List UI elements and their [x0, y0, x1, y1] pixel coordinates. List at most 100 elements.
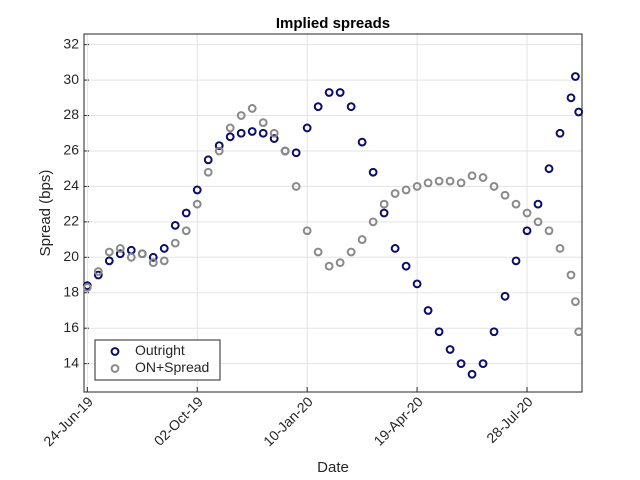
data-point — [456, 178, 466, 188]
data-point — [544, 164, 554, 174]
data-point — [203, 167, 213, 177]
data-point — [203, 155, 213, 165]
data-point — [571, 297, 580, 307]
data-point — [126, 252, 136, 262]
data-point — [291, 148, 301, 158]
y-tick-label: 14 — [63, 354, 79, 370]
data-point — [489, 327, 499, 337]
data-point — [522, 226, 532, 236]
data-point — [368, 217, 378, 227]
data-point — [412, 279, 422, 289]
y-tick-label: 16 — [63, 319, 79, 335]
data-point — [445, 345, 455, 354]
data-point — [368, 167, 378, 177]
data-point — [533, 217, 543, 227]
data-point — [104, 247, 114, 257]
data-point — [500, 291, 510, 301]
data-point — [574, 327, 584, 337]
data-point — [357, 235, 367, 244]
data-point — [335, 88, 345, 97]
data-point — [181, 226, 191, 236]
data-point — [544, 226, 554, 236]
data-point — [291, 182, 301, 191]
data-point — [445, 176, 455, 186]
y-tick-label: 32 — [63, 35, 79, 51]
data-point — [82, 283, 92, 292]
data-point — [478, 359, 488, 369]
data-point — [434, 176, 444, 186]
data-point — [401, 185, 411, 195]
legend-label: Outright — [135, 342, 185, 358]
data-point — [522, 208, 532, 218]
data-point — [574, 107, 584, 117]
data-point — [258, 118, 268, 128]
data-point — [555, 244, 565, 253]
data-point — [148, 258, 158, 268]
data-point — [302, 226, 312, 236]
y-tick-label: 26 — [63, 142, 79, 158]
data-point — [324, 261, 334, 271]
y-axis-label: Spread (bps) — [37, 170, 54, 257]
data-point — [225, 132, 235, 142]
y-tick-label: 24 — [63, 177, 79, 193]
data-point — [93, 270, 103, 280]
data-point — [115, 249, 125, 259]
data-point — [423, 178, 433, 188]
data-point — [566, 270, 576, 280]
legend-label: ON+Spread — [135, 359, 209, 375]
data-point — [302, 123, 312, 133]
data-point — [511, 256, 521, 266]
data-point — [214, 146, 224, 156]
data-point — [511, 199, 521, 209]
y-tick-label: 28 — [63, 106, 79, 122]
data-point — [489, 182, 499, 191]
data-point — [236, 111, 246, 120]
data-point — [170, 221, 180, 230]
data-point — [313, 247, 323, 257]
x-axis-label: Date — [317, 459, 349, 476]
legend-marker — [110, 364, 120, 373]
y-tick-label: 22 — [63, 213, 79, 229]
data-point — [258, 128, 268, 138]
data-point — [104, 256, 114, 266]
data-point — [181, 208, 191, 218]
data-point — [148, 252, 158, 262]
data-point — [192, 185, 202, 195]
data-point — [478, 173, 488, 182]
data-point — [324, 88, 334, 97]
data-point — [247, 127, 257, 136]
chart-title: Implied spreads — [276, 15, 390, 32]
plot-frame — [83, 33, 583, 393]
data-point — [390, 189, 400, 198]
data-point — [346, 102, 356, 112]
data-point — [313, 102, 323, 112]
data-point — [137, 249, 147, 259]
data-point — [467, 369, 477, 379]
data-point — [214, 141, 224, 151]
data-point — [390, 244, 400, 253]
data-point — [423, 306, 433, 315]
y-tick-label: 30 — [63, 71, 79, 87]
data-point — [159, 244, 169, 253]
legend-marker — [110, 347, 120, 356]
data-point — [280, 146, 290, 156]
data-point — [412, 182, 422, 191]
data-point — [192, 199, 202, 209]
data-point — [346, 247, 356, 257]
data-point — [379, 199, 389, 209]
data-point — [533, 199, 543, 209]
data-point — [236, 128, 246, 138]
data-point — [115, 244, 125, 253]
legend-box — [94, 339, 221, 381]
data-point — [456, 359, 466, 369]
data-point — [247, 104, 257, 113]
data-point — [555, 128, 565, 138]
data-point — [566, 93, 576, 103]
data-point — [357, 137, 367, 147]
y-tick-label: 20 — [63, 248, 79, 264]
data-point — [269, 128, 279, 138]
data-point — [335, 258, 345, 268]
data-point — [467, 171, 477, 181]
